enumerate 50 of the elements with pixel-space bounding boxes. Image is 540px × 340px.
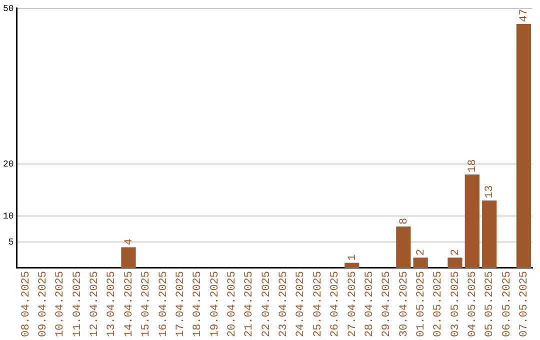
x-tick-label: 28.04.2025 xyxy=(364,270,376,338)
x-tick-label: 03.05.2025 xyxy=(450,270,462,338)
bar xyxy=(344,262,360,268)
x-tick-label: 10.04.2025 xyxy=(54,270,67,338)
bar xyxy=(464,174,480,268)
x-tick-label: 24.04.2025 xyxy=(295,270,308,338)
x-tick-label: 27.04.2025 xyxy=(346,270,359,338)
x-tick-label: 19.04.2025 xyxy=(209,270,222,338)
x-tick-label: 16.04.2025 xyxy=(158,270,170,338)
x-tick-label: 20.04.2025 xyxy=(226,270,238,338)
x-tick-label: 29.04.2025 xyxy=(381,270,394,338)
data-label: 2 xyxy=(450,248,462,256)
x-tick-label: 12.04.2025 xyxy=(89,270,102,338)
bar xyxy=(396,226,411,268)
x-tick-label: 18.04.2025 xyxy=(192,270,204,338)
y-tick-label: 10 xyxy=(2,211,14,222)
x-tick-label: 30.04.2025 xyxy=(398,270,410,338)
y-tick-label: 50 xyxy=(2,4,14,14)
y-tick-label: 20 xyxy=(2,160,14,170)
data-label: 47 xyxy=(518,8,531,22)
x-tick-label: 05.05.2025 xyxy=(484,270,496,338)
x-tick-label: 07.05.2025 xyxy=(518,270,531,338)
x-tick-label: 21.04.2025 xyxy=(244,270,256,338)
data-label: 13 xyxy=(484,185,496,198)
x-tick-label: 01.05.2025 xyxy=(416,270,428,338)
y-tick-label: 5 xyxy=(8,237,14,248)
data-label: 18 xyxy=(467,159,480,173)
bar xyxy=(516,24,532,268)
x-tick-label: 14.04.2025 xyxy=(123,270,136,338)
bar xyxy=(413,258,428,268)
x-tick-label: 04.05.2025 xyxy=(467,270,480,338)
data-label: 1 xyxy=(346,254,359,261)
x-tick-label: 09.04.2025 xyxy=(37,270,50,338)
x-tick-label: 23.04.2025 xyxy=(278,270,290,338)
x-tick-label: 11.04.2025 xyxy=(72,270,84,338)
x-tick-label: 22.04.2025 xyxy=(260,270,273,338)
data-label: 2 xyxy=(416,248,428,256)
x-tick-label: 26.04.2025 xyxy=(330,270,342,338)
bar xyxy=(448,258,462,268)
x-tick-label: 02.05.2025 xyxy=(432,270,445,338)
x-tick-label: 06.05.2025 xyxy=(501,270,514,338)
x-tick-label: 25.04.2025 xyxy=(312,270,324,338)
data-label: 8 xyxy=(398,218,410,224)
bar xyxy=(121,247,136,268)
x-tick-label: 13.04.2025 xyxy=(106,270,118,338)
x-tick-label: 17.04.2025 xyxy=(174,270,187,338)
x-tick-label: 08.04.2025 xyxy=(20,270,32,338)
bar xyxy=(482,200,497,268)
data-label: 4 xyxy=(123,238,136,246)
x-tick-label: 15.04.2025 xyxy=(140,270,153,338)
